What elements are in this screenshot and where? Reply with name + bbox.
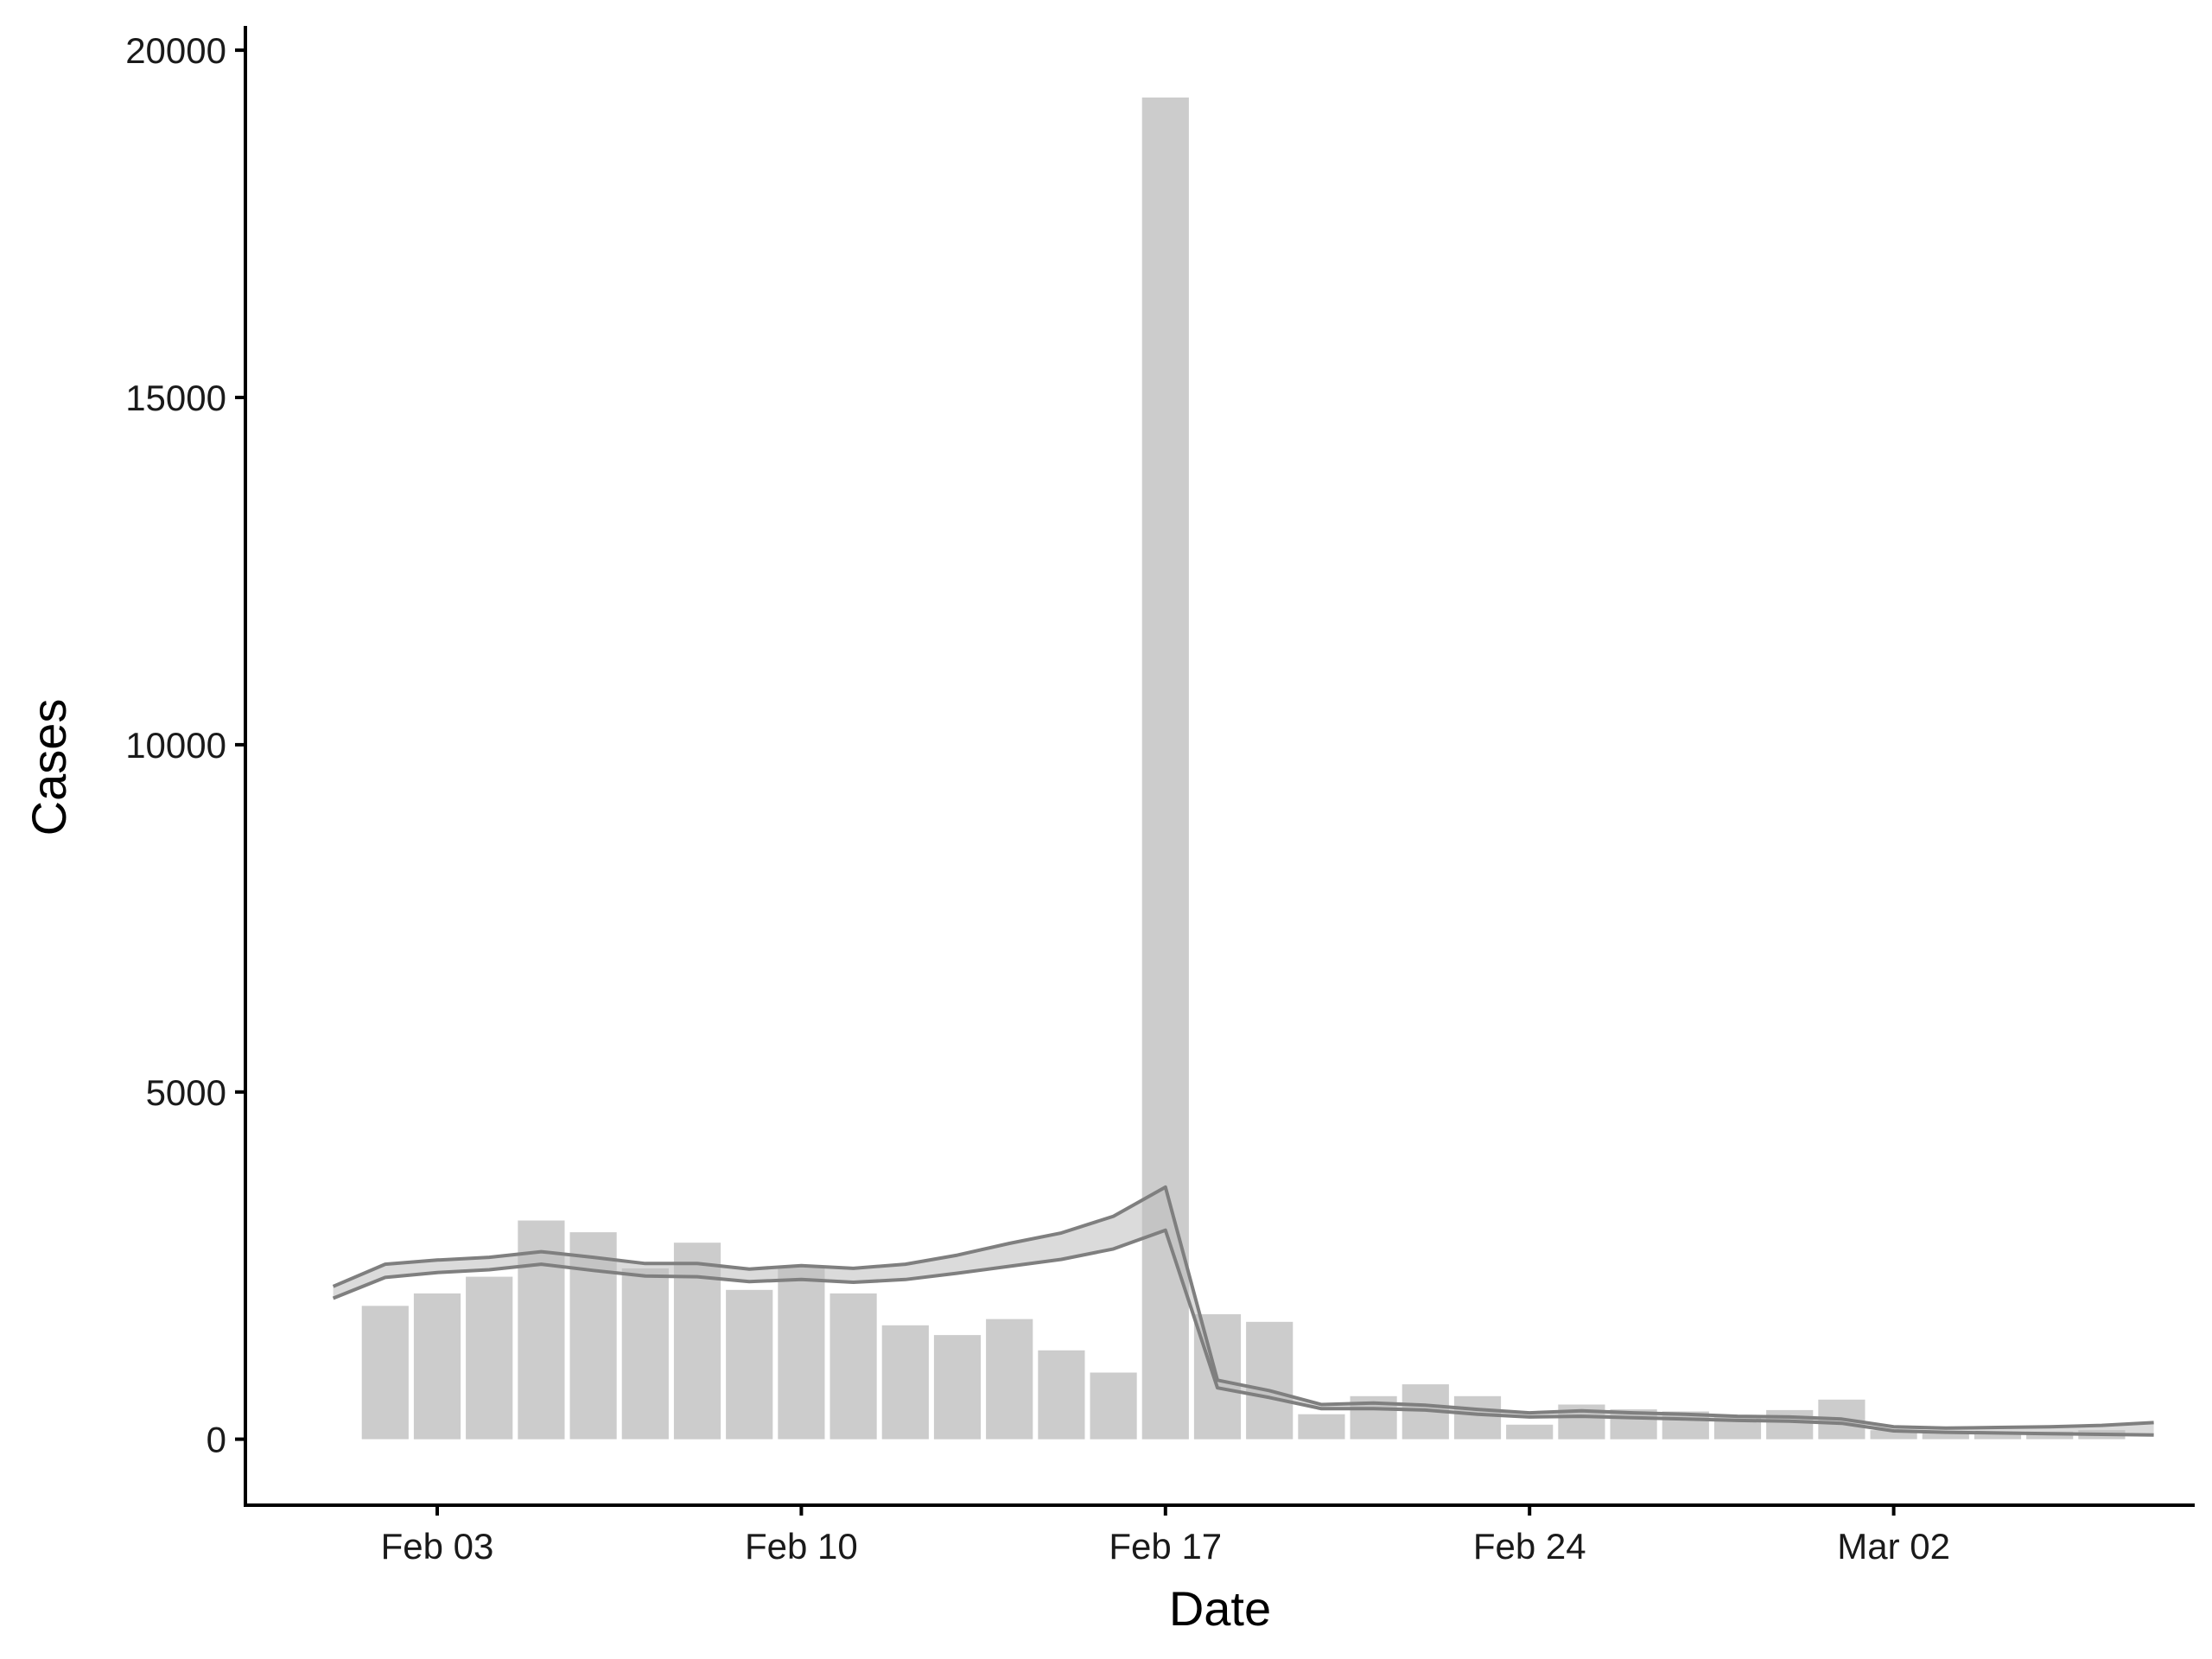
bar-2020-02-03 bbox=[413, 1293, 461, 1440]
bar-2020-02-17 bbox=[1141, 97, 1189, 1440]
y-tick-label: 10000 bbox=[125, 725, 226, 766]
axes bbox=[244, 26, 2195, 1507]
bar-2020-02-29 bbox=[1766, 1409, 1814, 1440]
x-axis-title: Date bbox=[1169, 1581, 1271, 1636]
bar-2020-03-02 bbox=[1870, 1430, 1917, 1440]
bar-2020-02-15 bbox=[1038, 1350, 1085, 1440]
bar-2020-02-13 bbox=[933, 1335, 982, 1440]
x-tick-label: Feb 17 bbox=[1109, 1526, 1222, 1567]
x-ticks: Feb 03 Feb 10 Feb 17 Feb 24 Mar 02 bbox=[381, 1505, 1950, 1567]
bar-2020-02-23 bbox=[1453, 1395, 1502, 1440]
bar-2020-02-02 bbox=[361, 1306, 409, 1440]
x-tick-label: Feb 24 bbox=[1473, 1526, 1586, 1567]
estimate-line-upper bbox=[332, 1185, 2154, 1430]
y-tick-label: 20000 bbox=[125, 30, 226, 71]
y-axis-title: Cases bbox=[22, 699, 76, 836]
bar-2020-02-24 bbox=[1506, 1424, 1554, 1440]
y-ticks: 0 5000 10000 15000 20000 bbox=[125, 30, 245, 1460]
bar-2020-02-11 bbox=[830, 1293, 877, 1440]
bar-2020-03-03 bbox=[1922, 1431, 1969, 1440]
x-tick-label: Feb 10 bbox=[745, 1526, 858, 1567]
estimate-line-lower bbox=[332, 1228, 2154, 1437]
bar-2020-02-19 bbox=[1246, 1321, 1294, 1440]
bar-2020-02-16 bbox=[1090, 1372, 1137, 1440]
bar-2020-02-04 bbox=[466, 1276, 513, 1440]
bar-2020-02-07 bbox=[621, 1268, 669, 1440]
y-tick-label: 5000 bbox=[146, 1072, 226, 1113]
bar-2020-02-12 bbox=[881, 1325, 929, 1440]
bars-layer bbox=[361, 97, 2126, 1440]
estimate-lines-layer bbox=[332, 1185, 2154, 1437]
y-tick-label: 15000 bbox=[125, 378, 226, 418]
x-tick-label: Feb 03 bbox=[381, 1526, 494, 1567]
y-tick-label: 0 bbox=[207, 1420, 226, 1460]
bar-2020-02-10 bbox=[778, 1267, 825, 1440]
bar-2020-02-20 bbox=[1298, 1414, 1345, 1440]
bar-2020-03-04 bbox=[1974, 1431, 2022, 1440]
bar-2020-02-14 bbox=[986, 1319, 1033, 1440]
x-tick-label: Mar 02 bbox=[1837, 1526, 1950, 1567]
bar-2020-02-09 bbox=[726, 1289, 773, 1440]
